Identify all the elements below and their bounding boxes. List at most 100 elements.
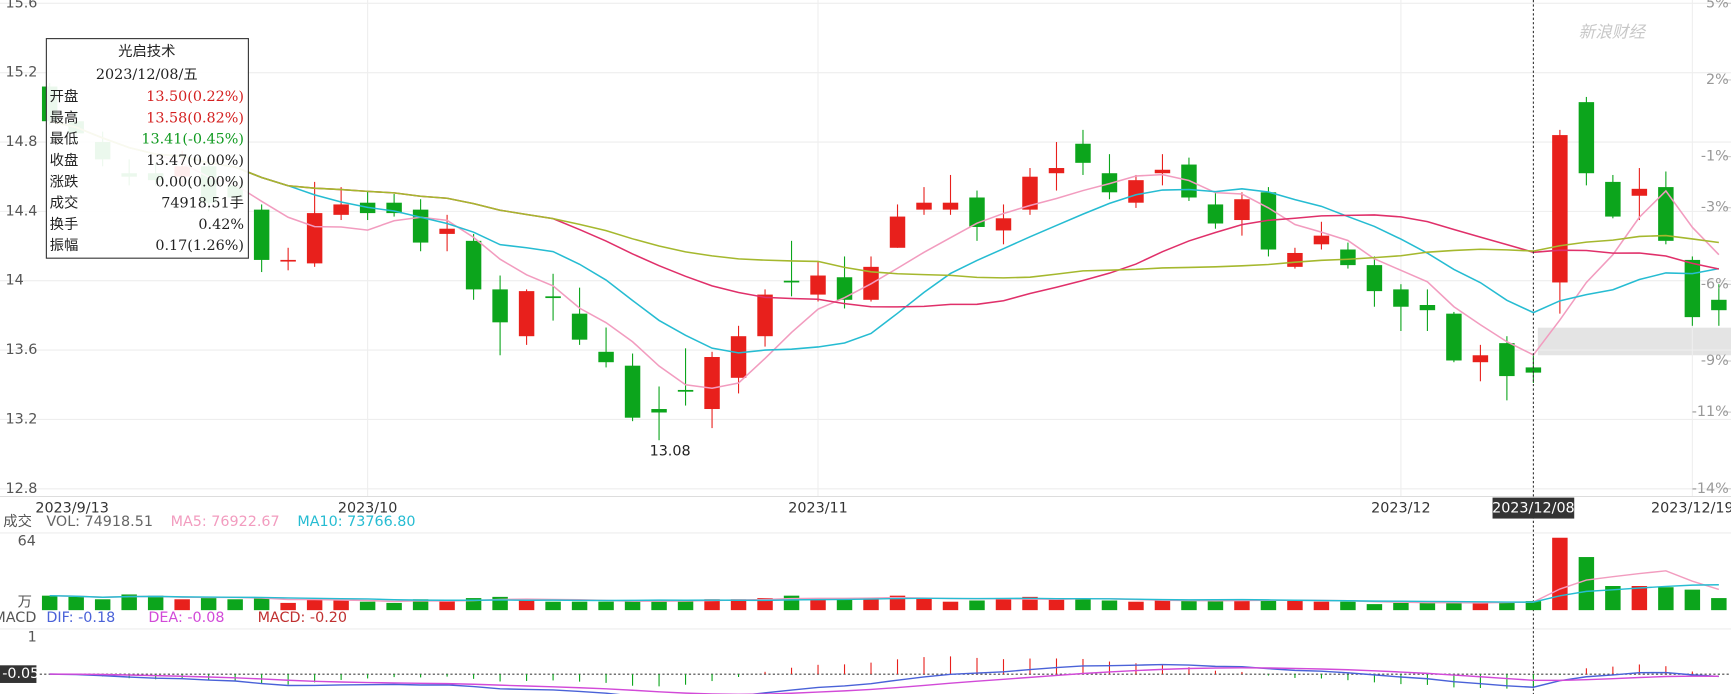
candle-body [1472, 355, 1489, 363]
volume-bar [359, 601, 376, 611]
volume-bar [386, 602, 402, 611]
candle-body [518, 291, 535, 337]
y2-tick-label: -3% [1701, 200, 1729, 216]
volume-bar [810, 599, 826, 611]
volume-bar [1684, 589, 1701, 611]
macd-line [49, 667, 1719, 694]
candle-body [545, 296, 561, 299]
tooltip-row-name: 换手 [50, 216, 79, 233]
candle-body [253, 209, 270, 260]
candle-body [1499, 343, 1515, 377]
candle-body [1393, 289, 1409, 307]
candle-body [412, 209, 429, 243]
y-tick-label: 12.8 [6, 481, 38, 497]
x-tick-label: 2023/12 [1371, 501, 1431, 517]
candle-body [1578, 102, 1595, 174]
tooltip-row-name: 收盘 [50, 151, 79, 169]
tooltip-row-name: 开盘 [50, 87, 79, 105]
x-tick-label: 2023/10 [338, 501, 398, 517]
tooltip-row-name: 涨跌 [50, 173, 79, 190]
candle-body [995, 218, 1012, 231]
volume-bar [757, 598, 773, 611]
candle-body [1525, 367, 1542, 373]
candle-body [386, 202, 402, 214]
candle-body [1207, 204, 1224, 224]
volume-bar [1446, 601, 1462, 611]
price-band [1537, 327, 1731, 356]
candle-body [1711, 299, 1727, 311]
macd-marker: -0.05 [2, 666, 39, 682]
y-tick-label: 14.8 [6, 134, 38, 150]
volume-bar [677, 600, 694, 611]
y2-tick-label: -1% [1701, 149, 1729, 165]
y-tick-label: 14.4 [6, 203, 38, 219]
y-tick-label: 13.2 [6, 411, 38, 427]
volume-bar [1260, 600, 1277, 611]
candle-body [465, 240, 482, 290]
ma-line [49, 120, 1720, 308]
volume-bar [174, 599, 190, 611]
candle-body [306, 213, 323, 264]
volume-bar [1287, 600, 1303, 611]
candle-body [730, 336, 747, 378]
candle-body [916, 202, 932, 210]
macd-marker-box [0, 665, 37, 683]
tooltip-row-name: 最高 [50, 109, 79, 126]
ma-line [49, 120, 1720, 389]
volume-bar [1658, 587, 1674, 611]
volume-bar [1128, 601, 1144, 611]
macd-legend: MACD: -0.20 [258, 610, 347, 626]
candle-body [1419, 304, 1436, 311]
volume-bar [200, 598, 217, 611]
tooltip-row-name: 最低 [50, 131, 79, 148]
y-tick-label: 15.2 [6, 65, 38, 81]
volume-unit: 万 [18, 594, 32, 610]
volume-bar [227, 599, 243, 611]
volume-bar [969, 600, 985, 611]
tooltip-row-value: 13.58(0.82%) [146, 110, 244, 126]
tooltip-row-value: 0.17(1.26%) [155, 238, 244, 254]
tooltip: 光启技术 2023/12/08/五 开盘 13.50(0.22%) 最高 13.58(… [45, 38, 249, 259]
candle-body [1684, 259, 1701, 318]
volume-bar [439, 600, 455, 611]
volume-bar [280, 602, 296, 611]
macd-legend: DIF: -0.18 [46, 610, 115, 626]
tooltip-row-value: 13.41(-0.45%) [141, 132, 244, 148]
y2-tick-label: -9% [1701, 353, 1729, 369]
candle-body [704, 357, 720, 410]
candle-body [571, 313, 588, 340]
volume-title: 成交 [3, 512, 32, 530]
volume-bar [1605, 586, 1621, 611]
volume-bar [412, 599, 429, 611]
y2-tick-label: -6% [1701, 276, 1729, 292]
volume-bar [1101, 600, 1118, 611]
volume-legend: MA10: 73766.80 [297, 514, 415, 530]
candle-body [1366, 265, 1383, 292]
macd-title: MACD [0, 610, 36, 626]
volume-bar [253, 598, 270, 611]
tooltip-row-value: 74918.51手 [161, 195, 244, 212]
x-tick-label: 2023/11 [788, 501, 848, 517]
y-tick-label: 15.6 [6, 0, 38, 11]
y2-tick-label: -11% [1692, 404, 1729, 420]
volume-bar [1154, 600, 1171, 611]
volume-bar [571, 601, 588, 611]
candle-body [1658, 187, 1674, 241]
volume-bar [1313, 601, 1330, 611]
candle-body [889, 216, 906, 248]
volume-bar [624, 600, 641, 611]
volume-bar [1499, 601, 1515, 611]
candle-body [333, 204, 349, 215]
candle-body [1101, 173, 1118, 193]
candle-body [1128, 180, 1144, 203]
volume-bar [651, 600, 667, 611]
tooltip-row-name: 成交 [50, 194, 79, 212]
volume-bar [863, 598, 879, 611]
volume-bar [333, 600, 349, 611]
volume-bar [41, 595, 58, 611]
y2-tick-label: 5% [1706, 0, 1729, 11]
candle-body [783, 280, 800, 283]
volume-bar [1181, 600, 1197, 611]
volume-bar [147, 595, 164, 611]
candle-body [942, 202, 959, 210]
